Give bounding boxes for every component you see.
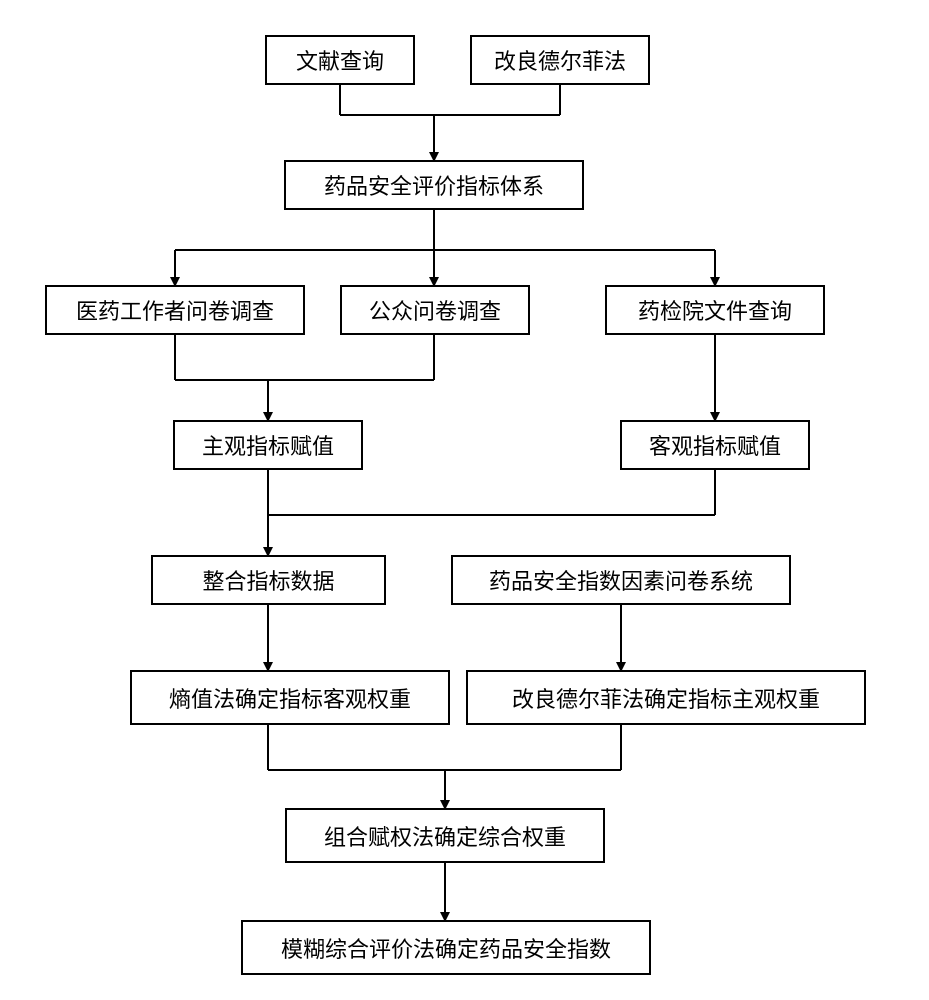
node-label: 主观指标赋值 xyxy=(202,429,334,461)
flow-node-delphi-subjective-weight: 改良德尔菲法确定指标主观权重 xyxy=(466,670,866,725)
node-label: 药品安全指数因素问卷系统 xyxy=(489,564,753,596)
node-label: 整合指标数据 xyxy=(202,564,334,596)
flow-node-modified-delphi: 改良德尔菲法 xyxy=(470,35,650,85)
flow-node-fuzzy-evaluation: 模糊综合评价法确定药品安全指数 xyxy=(241,920,651,975)
node-label: 客观指标赋值 xyxy=(649,429,781,461)
node-label: 模糊综合评价法确定药品安全指数 xyxy=(281,932,611,964)
node-label: 公众问卷调查 xyxy=(369,294,501,326)
flow-node-entropy-weight: 熵值法确定指标客观权重 xyxy=(130,670,450,725)
node-label: 药检院文件查询 xyxy=(638,294,792,326)
node-label: 药品安全评价指标体系 xyxy=(324,169,544,201)
flow-node-public-survey: 公众问卷调查 xyxy=(340,285,530,335)
flow-node-subjective-assignment: 主观指标赋值 xyxy=(173,420,363,470)
flow-node-objective-assignment: 客观指标赋值 xyxy=(620,420,810,470)
node-label: 改良德尔菲法 xyxy=(494,44,626,76)
node-label: 文献查询 xyxy=(296,44,384,76)
node-label: 医药工作者问卷调查 xyxy=(76,294,274,326)
flow-node-literature-search: 文献查询 xyxy=(265,35,415,85)
flow-node-combined-weight: 组合赋权法确定综合权重 xyxy=(285,808,605,863)
flow-node-medical-worker-survey: 医药工作者问卷调查 xyxy=(45,285,305,335)
node-label: 组合赋权法确定综合权重 xyxy=(324,820,566,852)
flow-node-integrate-data: 整合指标数据 xyxy=(151,555,386,605)
node-label: 熵值法确定指标客观权重 xyxy=(169,682,411,714)
flow-node-safety-factor-survey: 药品安全指数因素问卷系统 xyxy=(451,555,791,605)
node-label: 改良德尔菲法确定指标主观权重 xyxy=(512,682,820,714)
flow-node-evaluation-system: 药品安全评价指标体系 xyxy=(284,160,584,210)
flow-node-drug-inspection-docs: 药检院文件查询 xyxy=(605,285,825,335)
